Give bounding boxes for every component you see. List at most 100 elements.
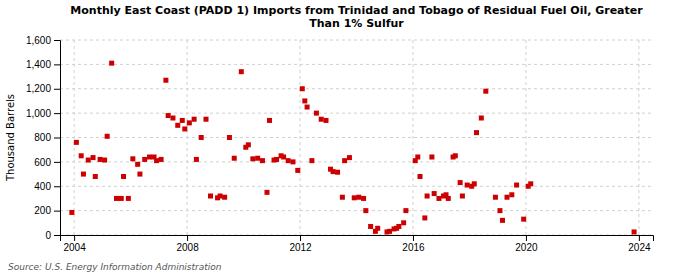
y-axis-tick: 1,400: [26, 59, 60, 70]
point: [126, 196, 131, 201]
x-axis-tick-label: 2004: [63, 242, 86, 253]
point: [130, 156, 135, 161]
point: [418, 174, 423, 179]
point: [74, 140, 79, 145]
point: [250, 156, 255, 161]
point: [142, 157, 147, 162]
point: [361, 196, 366, 201]
point: [403, 208, 408, 213]
point: [324, 118, 329, 123]
point: [436, 196, 441, 201]
y-axis-line: [54, 41, 61, 236]
x-axis-tick-mark: [74, 235, 75, 241]
point: [305, 105, 310, 110]
point: [159, 157, 164, 162]
x-axis-tick-mark: [187, 235, 188, 241]
y-axis-tick-mark: [54, 89, 60, 90]
point: [331, 169, 336, 174]
grid-line-y: [60, 161, 653, 162]
point: [105, 134, 110, 139]
grid-line-x: [638, 40, 639, 235]
point: [314, 111, 319, 116]
point: [497, 208, 502, 213]
x-axis-tick: 2008: [176, 235, 199, 253]
point: [446, 196, 451, 201]
grid-line-y: [60, 64, 653, 65]
point: [509, 192, 514, 197]
x-axis-tick-label: 2012: [289, 242, 312, 253]
point: [81, 172, 86, 177]
x-axis-tick-mark: [639, 235, 640, 241]
x-axis-tick-label: 2008: [176, 242, 199, 253]
x-axis-tick-label: 2020: [515, 242, 538, 253]
y-axis-tick-label: 1,200: [26, 83, 51, 94]
point: [69, 210, 74, 215]
grid-line-y: [60, 40, 653, 41]
point: [340, 195, 345, 200]
point: [347, 155, 352, 160]
y-axis-tick: 600: [34, 157, 60, 168]
point: [352, 195, 357, 200]
point: [121, 174, 126, 179]
y-axis-tick-mark: [54, 211, 60, 212]
point: [458, 180, 463, 185]
title-line: Monthly East Coast (PADD 1) Imports from…: [70, 4, 643, 17]
x-axis-tick-mark: [413, 235, 414, 241]
point: [429, 155, 434, 160]
point: [368, 224, 373, 229]
x-axis: 2004 2008 2012 2016 2020 2024: [61, 235, 654, 253]
point: [295, 168, 300, 173]
point: [264, 190, 269, 195]
y-axis: 0 200 400 600 800 1,000 1,200 1,400 1,600: [26, 35, 61, 241]
point: [290, 159, 295, 164]
y-axis-tick: 200: [34, 205, 60, 216]
title-line: Than 1% Sulfur: [309, 17, 404, 30]
y-axis-tick-mark: [54, 40, 60, 41]
point: [218, 194, 223, 199]
marks: [69, 61, 636, 235]
point: [260, 158, 265, 163]
grid-line-x: [187, 40, 188, 235]
x-axis-tick: 2004: [63, 235, 86, 253]
point: [135, 162, 140, 167]
x-axis-tick: 2012: [289, 235, 312, 253]
y-axis-tick-label: 1,000: [26, 108, 51, 119]
y-axis-tick-label: 1,600: [26, 35, 51, 46]
point: [182, 126, 187, 131]
grid-line-y: [60, 186, 653, 187]
y-axis-tick: 800: [34, 132, 60, 143]
title: Monthly East Coast (PADD 1) Imports from…: [70, 4, 643, 30]
y-axis-tick: 400: [34, 181, 60, 192]
point: [500, 218, 505, 223]
point: [319, 117, 324, 122]
grid-line-y: [60, 137, 653, 138]
grid-line-y: [60, 88, 653, 89]
point: [514, 183, 519, 188]
x-axis-tick-label: 2016: [402, 242, 425, 253]
point: [102, 158, 107, 163]
point: [208, 194, 213, 199]
point: [232, 156, 237, 161]
point: [300, 86, 305, 91]
point: [472, 181, 477, 186]
point: [267, 118, 272, 123]
point: [227, 135, 232, 140]
point: [119, 196, 124, 201]
y-axis-tick-mark: [54, 64, 60, 65]
point: [505, 195, 510, 200]
point: [109, 61, 114, 66]
point: [114, 196, 119, 201]
y-axis-tick-label: 800: [34, 132, 51, 143]
y-axis-tick-label: 200: [34, 205, 51, 216]
point: [422, 215, 427, 220]
point: [98, 157, 103, 162]
point: [180, 118, 185, 123]
point: [246, 142, 251, 147]
y-axis-tick-mark: [54, 186, 60, 187]
y-axis-tick: 0: [45, 230, 60, 241]
point: [453, 153, 458, 158]
point: [479, 116, 484, 121]
point: [199, 135, 204, 140]
x-axis-tick-label: 2024: [628, 242, 651, 253]
x-axis-line: [61, 236, 654, 242]
